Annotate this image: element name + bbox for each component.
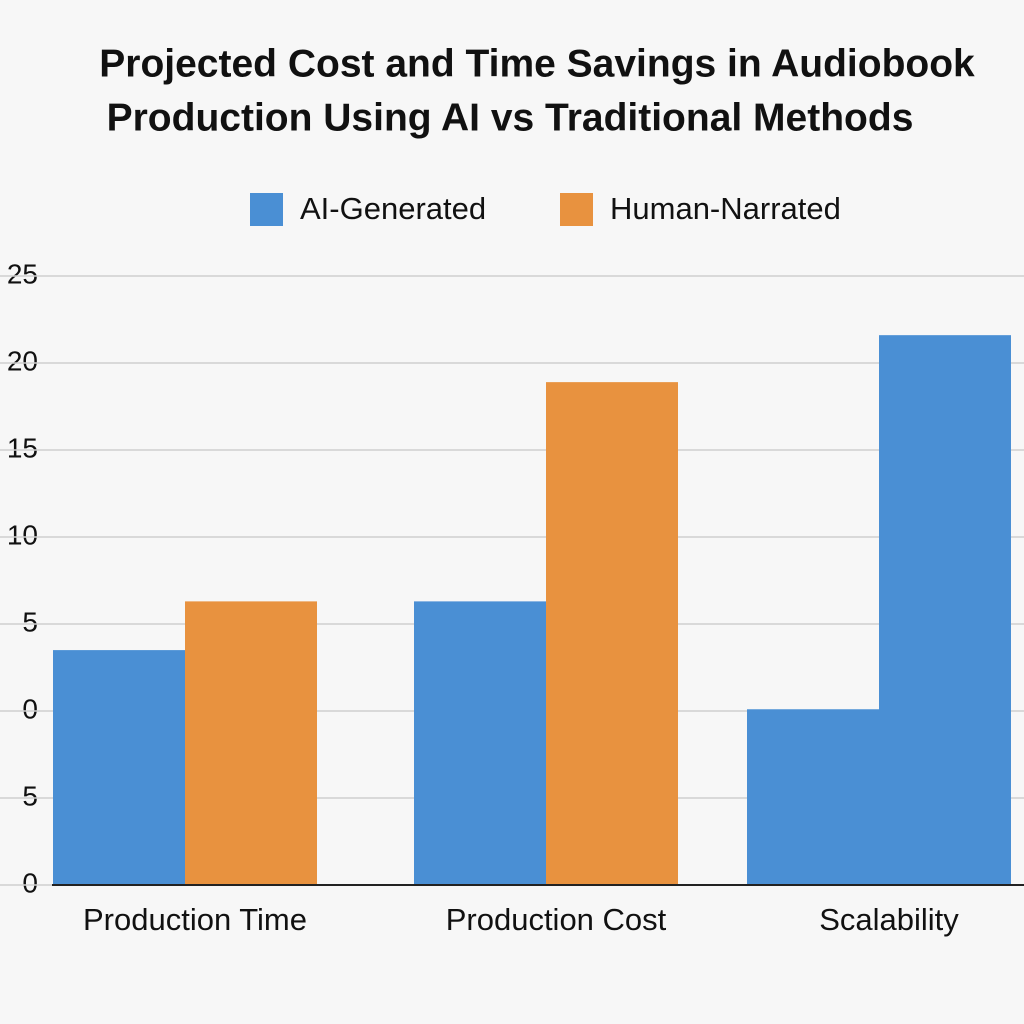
- bar: [414, 601, 546, 885]
- y-tick-label: 20: [7, 345, 38, 376]
- y-tick-label: 10: [7, 519, 38, 550]
- chart-title: Production Using AI vs Traditional Metho…: [107, 96, 914, 139]
- bar: [185, 601, 317, 885]
- bar: [747, 709, 879, 885]
- y-tick-label: 25: [7, 258, 38, 289]
- bar: [546, 382, 678, 885]
- y-tick-label: 15: [7, 432, 38, 463]
- y-tick-label: 5: [22, 606, 38, 637]
- legend-label: AI-Generated: [300, 191, 486, 226]
- legend-swatch: [250, 193, 283, 226]
- chart-title: Projected Cost and Time Savings in Audio…: [99, 42, 975, 85]
- bar: [53, 650, 185, 885]
- bar: [879, 335, 1011, 885]
- x-tick-label: Production Time: [83, 902, 307, 937]
- legend-label: Human-Narrated: [610, 191, 841, 226]
- x-tick-label: Scalability: [819, 902, 959, 937]
- x-tick-label: Production Cost: [446, 902, 667, 937]
- y-tick-label: 0: [22, 693, 38, 724]
- y-tick-label: 0: [22, 867, 38, 898]
- y-tick-label: 5: [22, 780, 38, 811]
- legend-swatch: [560, 193, 593, 226]
